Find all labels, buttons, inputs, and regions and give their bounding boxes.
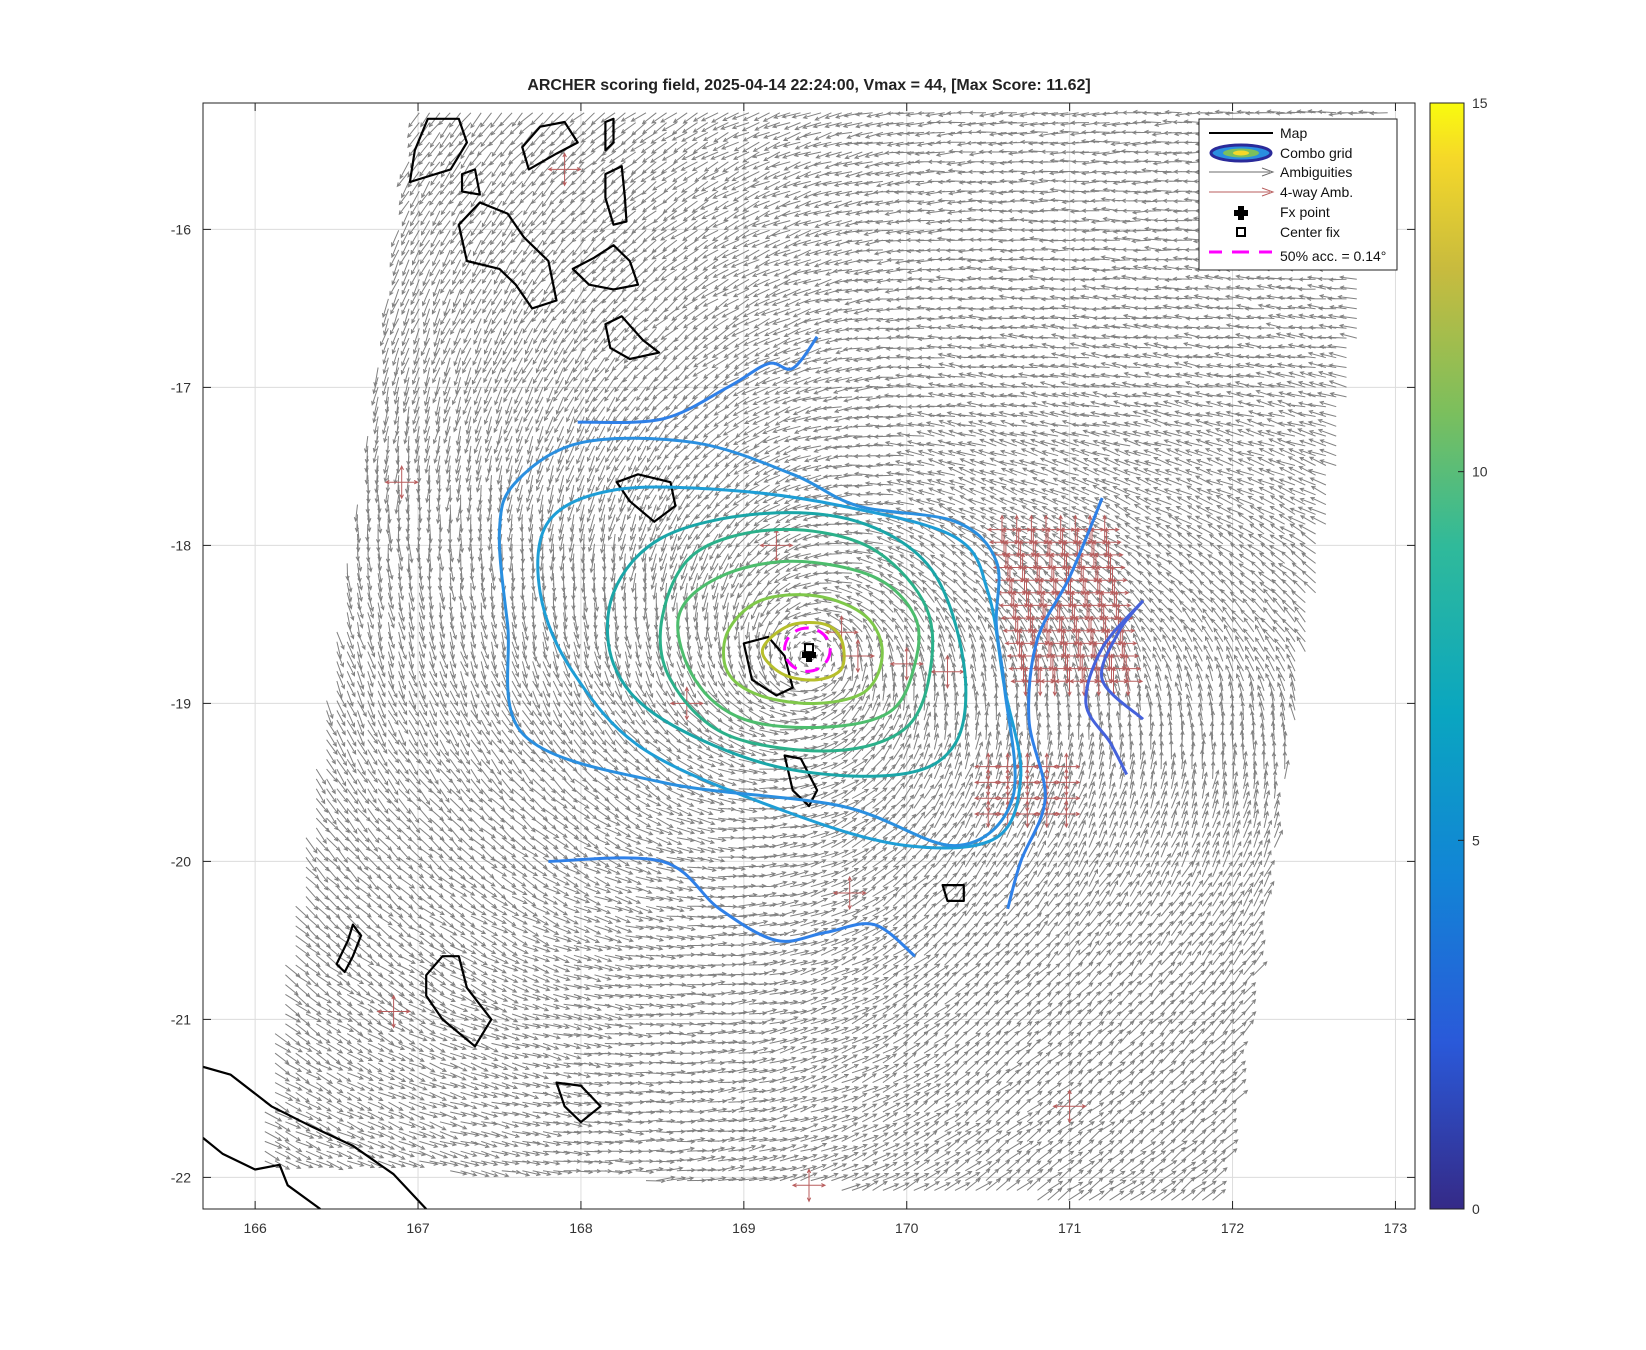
chart-title: ARCHER scoring field, 2025-04-14 22:24:0… — [527, 77, 1090, 94]
legend-fx-point: Fx point — [1280, 204, 1330, 220]
legend-combo-grid: Combo grid — [1280, 145, 1352, 161]
coastline — [742, 635, 794, 697]
y-tick-label: -20 — [171, 853, 191, 869]
coastline — [203, 1137, 321, 1209]
colorbar: 0 5 10 15 — [1429, 95, 1488, 1217]
colorbar-tick-label: 15 — [1472, 95, 1488, 111]
x-tick-label: 166 — [243, 1220, 267, 1236]
plot-frame — [202, 102, 1416, 1210]
coastline — [335, 923, 363, 974]
contour-level-6 — [536, 485, 1023, 850]
contour-level-8 — [658, 527, 935, 753]
center-fix-marker — [804, 643, 814, 654]
fix-markers — [783, 626, 832, 673]
contour-level-11 — [760, 620, 846, 682]
x-tick-label: 170 — [895, 1220, 919, 1236]
legend-four-way: 4-way Amb. — [1280, 184, 1353, 200]
coastline — [615, 473, 677, 523]
four-way-ambiguity-field — [376, 152, 1144, 1203]
contour-level-9 — [676, 559, 921, 730]
coastline — [571, 244, 640, 291]
x-tick-label: 173 — [1384, 1220, 1408, 1236]
contour-level-7 — [606, 511, 968, 778]
contour-level-5-5 — [497, 436, 1017, 848]
axis-ticks: 166 167 168 169 170 171 172 173 -16 -17 -18 -19 -20 -… — [171, 103, 1415, 1236]
coastline — [425, 955, 493, 1048]
x-tick-label: 169 — [732, 1220, 756, 1236]
legend-ambiguities: Ambiguities — [1280, 164, 1352, 180]
x-tick-label: 172 — [1221, 1220, 1245, 1236]
contour-level-5 — [1006, 497, 1104, 910]
accuracy-circle — [783, 626, 832, 673]
x-tick-label: 168 — [569, 1220, 593, 1236]
y-tick-label: -18 — [171, 537, 191, 553]
coastline — [783, 754, 819, 808]
y-tick-label: -22 — [171, 1169, 191, 1185]
coastline — [521, 120, 579, 171]
colorbar-tick-label: 0 — [1472, 1201, 1480, 1217]
x-tick-label: 171 — [1058, 1220, 1082, 1236]
coastline — [408, 117, 468, 184]
coastline — [604, 315, 661, 361]
legend-map: Map — [1280, 125, 1307, 141]
ambiguity-arrows — [264, 109, 1388, 1201]
x-tick-label: 167 — [406, 1220, 430, 1236]
coastline — [604, 117, 615, 152]
contour-level-4 — [1084, 599, 1145, 776]
legend: Map Combo grid Ambiguities 4-way Amb. Fx… — [1198, 118, 1398, 271]
contour-level-5 — [577, 335, 819, 425]
coastline — [460, 168, 481, 196]
y-tick-label: -21 — [171, 1011, 191, 1027]
legend-accuracy: 50% acc. = 0.14° — [1280, 248, 1386, 264]
y-tick-label: -17 — [171, 379, 191, 395]
contour-level-4 — [1099, 599, 1145, 721]
four-way-arrows — [376, 152, 1144, 1203]
ambiguity-field — [264, 109, 1388, 1201]
y-tick-label: -16 — [171, 221, 191, 237]
coastline — [203, 1065, 428, 1209]
contour-level-5 — [548, 856, 916, 958]
coastline — [941, 884, 965, 902]
legend-center-fix: Center fix — [1280, 224, 1340, 240]
coastline — [604, 165, 628, 226]
map-coastlines — [203, 117, 965, 1209]
y-tick-label: -19 — [171, 695, 191, 711]
contour-level-10 — [721, 593, 884, 706]
fx-point-marker — [802, 648, 816, 662]
colorbar-tick-label: 10 — [1472, 464, 1488, 480]
coastline — [457, 201, 558, 310]
combo-grid-contours — [497, 335, 1145, 958]
coastline — [555, 1081, 602, 1124]
colorbar-tick-label: 5 — [1472, 832, 1480, 848]
